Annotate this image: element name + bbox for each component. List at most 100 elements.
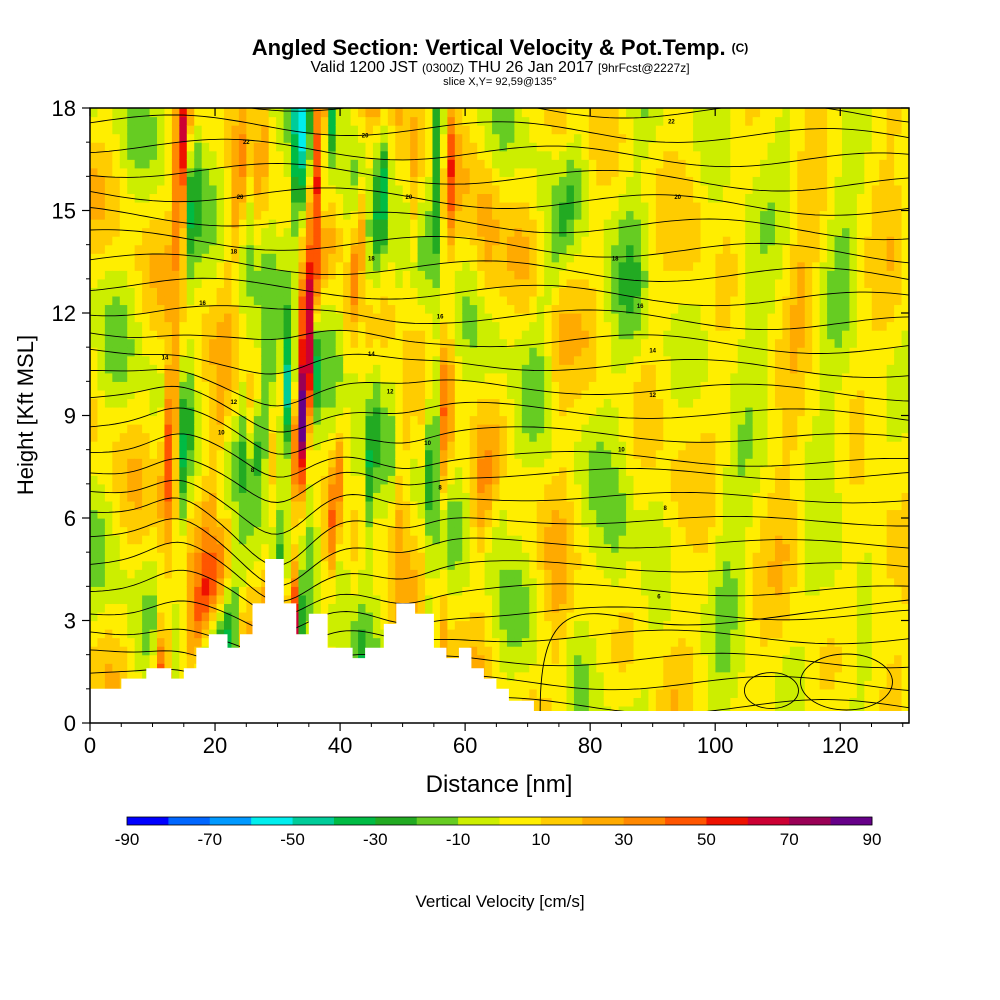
field-cell [164,287,173,297]
field-cell [201,167,210,177]
field-cell [291,355,300,365]
field-cell [529,338,538,348]
field-cell [573,355,582,365]
field-cell [521,398,530,408]
field-cell [238,364,247,374]
field-cell [596,321,605,331]
field-cell [149,372,158,382]
field-cell [365,611,374,622]
field-cell [112,159,121,169]
field-cell [462,270,471,280]
field-cell [157,184,166,195]
field-cell [372,364,381,374]
field-cell [224,184,233,195]
field-cell [514,483,523,493]
field-cell [506,295,515,306]
field-cell [343,398,352,408]
field-cell [283,278,292,288]
field-cell [127,560,136,570]
field-cell [291,449,300,459]
field-cell [544,364,553,374]
field-cell [358,424,367,434]
field-cell [514,594,523,605]
field-cell [581,287,590,297]
field-cell [268,543,277,553]
field-cell [447,125,456,135]
field-cell [298,159,307,169]
field-cell [142,560,151,570]
field-cell [112,552,121,562]
field-cell [283,116,292,126]
field-cell [506,586,515,596]
field-cell [134,355,143,365]
field-cell [216,244,225,254]
field-cell [276,176,285,186]
field-cell [194,577,203,587]
field-cell [462,492,471,502]
field-cell [179,108,188,118]
field-cell [387,304,396,314]
field-cell [603,560,612,570]
field-cell [186,381,195,391]
field-cell [484,620,493,630]
field-cell [276,270,285,280]
field-cell [231,586,240,596]
field-cell [320,560,329,570]
field-cell [372,116,381,126]
field-cell [97,210,106,220]
field-cell [104,449,113,459]
field-cell [97,466,106,476]
field-cell [462,355,471,365]
field-cell [283,321,292,331]
field-cell [298,219,307,229]
field-cell [335,236,344,246]
field-cell [171,646,180,656]
field-cell [484,586,493,596]
field-cell [395,518,404,528]
field-cell [387,287,396,297]
field-cell [268,372,277,382]
field-cell [97,620,106,630]
field-cell [402,295,411,306]
field-cell [253,586,262,596]
field-cell [544,313,553,323]
field-cell [201,424,210,434]
field-cell [529,287,538,297]
field-cell [588,244,597,254]
field-cell [603,611,612,622]
field-cell [380,389,389,400]
field-cell [514,278,523,288]
field-cell [447,330,456,340]
field-cell [425,330,434,340]
field-cell [559,278,568,288]
field-cell [119,441,128,451]
field-cell [514,330,523,340]
field-cell [194,415,203,425]
field-cell [179,287,188,297]
field-cell [194,184,203,195]
field-cell [157,125,166,135]
field-cell [492,108,501,118]
field-cell [395,569,404,579]
field-cell [320,193,329,203]
field-cell [186,560,195,570]
field-cell [462,193,471,203]
field-cell [514,586,523,596]
field-cell [179,424,188,434]
field-cell [335,424,344,434]
field-cell [171,458,180,468]
field-cell [253,142,262,152]
field-cell [231,330,240,340]
field-cell [462,227,471,237]
field-cell [425,535,434,545]
field-cell [104,663,113,673]
field-cell [410,552,419,562]
field-cell [238,270,247,280]
field-cell [134,236,143,246]
field-cell [224,313,233,323]
field-cell [112,492,121,502]
field-cell [253,227,262,237]
field-cell [157,193,166,203]
field-cell [581,210,590,220]
field-cell [588,330,597,340]
